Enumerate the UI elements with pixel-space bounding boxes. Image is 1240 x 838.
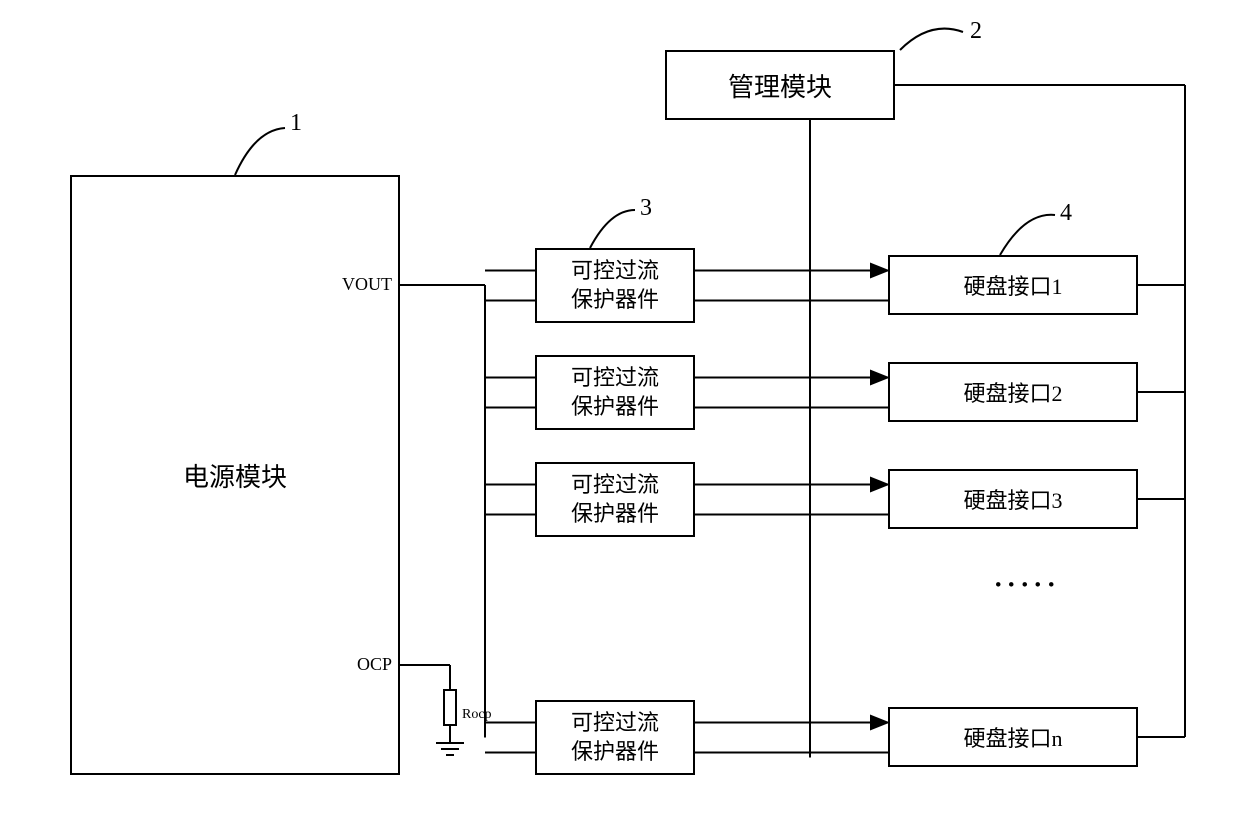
protector-line2: 保护器件: [571, 287, 659, 312]
ocp-label: OCP: [348, 654, 392, 675]
management-module-block: 管理模块: [665, 50, 895, 120]
protector-block: 可控过流 保护器件: [535, 462, 695, 537]
disk-interface-block: 硬盘接口2: [888, 362, 1138, 422]
protector-block: 可控过流 保护器件: [535, 700, 695, 775]
ref-label-3: 3: [640, 195, 652, 222]
power-module-block: 电源模块: [70, 175, 400, 775]
protector-block: 可控过流 保护器件: [535, 355, 695, 430]
protector-line1: 可控过流: [571, 710, 659, 735]
protector-line2: 保护器件: [571, 739, 659, 764]
protector-block: 可控过流 保护器件: [535, 248, 695, 323]
ellipsis-dots: ·····: [990, 578, 1056, 591]
disk-interface-block: 硬盘接口3: [888, 469, 1138, 529]
protector-line2: 保护器件: [571, 394, 659, 419]
vout-label: VOUT: [340, 274, 392, 295]
disk-interface-block: 硬盘接口n: [888, 707, 1138, 767]
ref-label-4: 4: [1060, 200, 1072, 227]
protector-line1: 可控过流: [571, 472, 659, 497]
disk-interface-block: 硬盘接口1: [888, 255, 1138, 315]
rocp-label: Rocp: [462, 707, 492, 723]
ref-label-2: 2: [970, 18, 982, 45]
protector-line1: 可控过流: [571, 258, 659, 283]
protector-line2: 保护器件: [571, 501, 659, 526]
protector-line1: 可控过流: [571, 365, 659, 390]
ref-label-1: 1: [290, 110, 302, 137]
